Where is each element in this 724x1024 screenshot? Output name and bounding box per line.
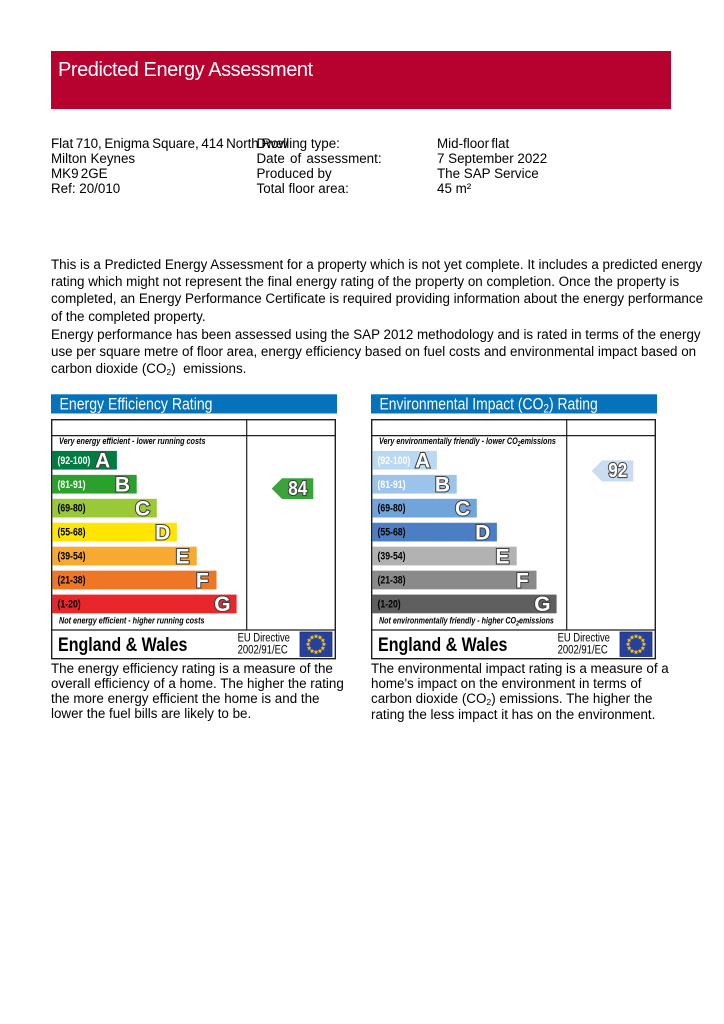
- svg-text:(92-100): (92-100): [58, 455, 91, 467]
- svg-text:D: D: [155, 521, 170, 544]
- svg-text:(1-20): (1-20): [378, 599, 401, 611]
- svg-text:) Rating: ) Rating: [549, 395, 598, 413]
- svg-text:Not energy efficient - higher: Not energy efficient - higher running co…: [59, 616, 205, 627]
- svg-text:Very environmentally friendly: Very environmentally friendly - lower CO: [379, 436, 518, 447]
- svg-text:(21-38): (21-38): [378, 575, 406, 587]
- svg-text:B: B: [435, 473, 450, 496]
- svg-text:2002/91/EC: 2002/91/EC: [558, 643, 608, 657]
- svg-text:F: F: [196, 569, 209, 592]
- svg-text:(92-100): (92-100): [378, 455, 411, 467]
- svg-text:B: B: [115, 473, 130, 496]
- svg-text:G: G: [534, 593, 550, 616]
- svg-text:EU Directive: EU Directive: [558, 631, 610, 645]
- svg-text:(55-68): (55-68): [58, 527, 86, 539]
- svg-text:92: 92: [608, 460, 627, 482]
- svg-text:(69-80): (69-80): [378, 503, 406, 515]
- svg-text:A: A: [95, 450, 110, 473]
- svg-text:emissions: emissions: [519, 616, 554, 627]
- svg-text:C: C: [135, 497, 150, 520]
- svg-text:EU Directive: EU Directive: [238, 631, 290, 645]
- svg-text:E: E: [175, 545, 189, 568]
- svg-text:C: C: [455, 497, 470, 520]
- svg-text:England & Wales: England & Wales: [378, 635, 507, 656]
- svg-text:84: 84: [288, 478, 308, 500]
- svg-text:F: F: [516, 569, 529, 592]
- svg-text:(1-20): (1-20): [58, 599, 81, 611]
- svg-text:A: A: [415, 450, 430, 473]
- svg-text:2: 2: [517, 441, 521, 448]
- svg-text:E: E: [495, 545, 509, 568]
- svg-text:Very energy efficient - lower: Very energy efficient - lower running co…: [59, 436, 206, 447]
- svg-text:2: 2: [515, 621, 519, 628]
- svg-text:Energy Efficiency Rating: Energy Efficiency Rating: [60, 395, 213, 413]
- svg-text:(69-80): (69-80): [58, 503, 86, 515]
- svg-text:(81-91): (81-91): [378, 479, 406, 491]
- svg-text:(55-68): (55-68): [378, 527, 406, 539]
- svg-text:(21-38): (21-38): [58, 575, 86, 587]
- svg-text:G: G: [214, 593, 230, 616]
- svg-text:2: 2: [543, 401, 549, 415]
- svg-text:(39-54): (39-54): [378, 551, 406, 563]
- svg-text:D: D: [475, 521, 490, 544]
- svg-text:Environmental Impact (CO: Environmental Impact (CO: [380, 395, 544, 413]
- svg-text:Not environmentally friendly -: Not environmentally friendly - higher CO: [379, 616, 516, 627]
- svg-text:(39-54): (39-54): [58, 551, 86, 563]
- svg-text:(81-91): (81-91): [58, 479, 86, 491]
- svg-text:emissions: emissions: [521, 436, 556, 447]
- svg-text:England & Wales: England & Wales: [58, 635, 187, 656]
- svg-text:2002/91/EC: 2002/91/EC: [238, 643, 288, 657]
